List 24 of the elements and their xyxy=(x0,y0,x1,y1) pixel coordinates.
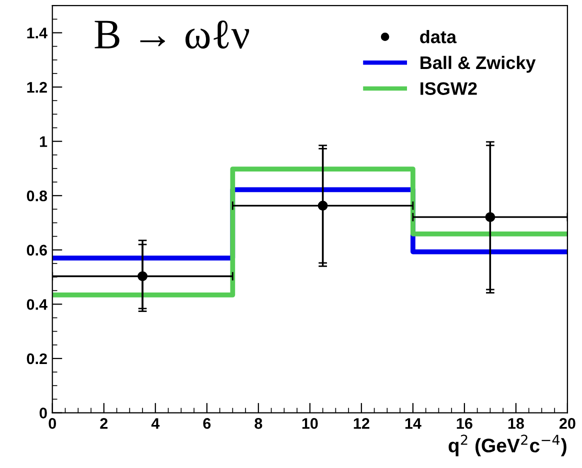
x-tick-label: 0 xyxy=(48,418,56,429)
legend-label: data xyxy=(420,30,457,44)
legend-label: ISGW2 xyxy=(420,82,477,95)
y-tick-label: 0.8 xyxy=(26,190,48,202)
y-tick-label: 0 xyxy=(40,408,47,418)
x-axis-title: q$^{2}$ (GeV$^{2}$c$^{−4}$) xyxy=(448,434,566,456)
legend-label: Ball & Zwicky xyxy=(420,56,536,73)
x-tick-label: 2 xyxy=(100,418,108,429)
y-tick-label: 1.2 xyxy=(27,82,47,93)
x-tick-label: 20 xyxy=(559,418,576,429)
x-tick-label: 16 xyxy=(456,418,472,429)
x-tick-label: 10 xyxy=(302,418,318,429)
y-tick-label: 1.4 xyxy=(27,28,48,38)
y-tick-label: 0.4 xyxy=(26,299,48,310)
x-tick-label: 12 xyxy=(354,418,370,429)
y-tick-label: 0.6 xyxy=(26,244,47,256)
annotation: B → ωℓν xyxy=(94,20,250,49)
y-tick-label: 0.2 xyxy=(26,353,47,364)
y-tick-label: 1 xyxy=(40,136,48,147)
x-tick-label: 14 xyxy=(405,418,422,429)
x-tick-label: 6 xyxy=(203,418,211,429)
x-tick-label: 18 xyxy=(508,418,524,429)
x-tick-label: 8 xyxy=(254,418,262,429)
x-tick-label: 4 xyxy=(151,418,160,429)
